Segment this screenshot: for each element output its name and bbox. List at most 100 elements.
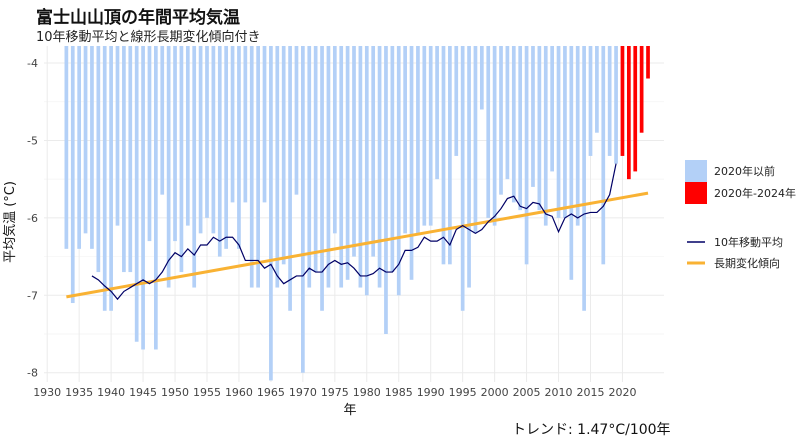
bar-before-2020 bbox=[422, 46, 427, 226]
bar-before-2020 bbox=[575, 46, 580, 226]
bar-before-2020 bbox=[211, 46, 216, 234]
bar-before-2020 bbox=[179, 46, 184, 273]
bar-before-2020 bbox=[275, 46, 280, 288]
bar-before-2020 bbox=[64, 46, 69, 249]
bar-before-2020 bbox=[141, 46, 145, 350]
moving-average-line bbox=[91, 163, 617, 301]
x-tick-label: 1935 bbox=[65, 386, 93, 399]
bar-before-2020 bbox=[563, 46, 567, 218]
bar-before-2020 bbox=[326, 46, 331, 288]
bar-before-2020 bbox=[249, 46, 254, 288]
bar-before-2020 bbox=[390, 46, 395, 273]
bar-before-2020 bbox=[486, 46, 491, 218]
bar-before-2020 bbox=[154, 46, 158, 350]
bar-before-2020 bbox=[537, 46, 542, 211]
bar-before-2020 bbox=[524, 46, 529, 265]
bar-before-2020 bbox=[505, 46, 510, 180]
bar-before-2020 bbox=[460, 46, 465, 311]
bar-before-2020 bbox=[543, 46, 548, 226]
bar-before-2020 bbox=[358, 46, 363, 288]
legend-label-moving-average: 10年移動平均 bbox=[714, 235, 783, 249]
bar-before-2020 bbox=[403, 46, 407, 234]
bar-before-2020 bbox=[96, 46, 101, 273]
bar-before-2020 bbox=[237, 46, 241, 249]
bar-before-2020 bbox=[320, 46, 324, 311]
bar-before-2020 bbox=[556, 46, 561, 218]
legend-label-trend: 長期変化傾向 bbox=[714, 256, 780, 270]
bar-before-2020 bbox=[224, 46, 229, 249]
bar-before-2020 bbox=[102, 46, 107, 311]
bar-before-2020 bbox=[595, 46, 599, 133]
x-tick-label: 1990 bbox=[417, 386, 445, 399]
x-axis-ticks: 1930 1935 1940 1945 1950 1955 1960 1965 1970 1975… bbox=[33, 386, 636, 399]
bar-before-2020 bbox=[301, 46, 305, 373]
bar-before-2020 bbox=[77, 46, 82, 249]
bar-before-2020 bbox=[569, 46, 574, 280]
bar-before-2020 bbox=[377, 46, 382, 288]
bar-before-2020 bbox=[409, 46, 414, 280]
bar-before-2020 bbox=[473, 46, 478, 234]
bar-before-2020 bbox=[134, 46, 139, 342]
bar-before-2020 bbox=[205, 46, 209, 218]
bar-before-2020 bbox=[217, 46, 222, 257]
x-tick-label: 1985 bbox=[385, 386, 413, 399]
bar-before-2020 bbox=[128, 46, 133, 273]
bar-before-2020 bbox=[122, 46, 126, 273]
bar-before-2020 bbox=[307, 46, 312, 288]
bar-before-2020 bbox=[173, 46, 177, 242]
bar-before-2020 bbox=[109, 46, 113, 311]
bar-before-2020 bbox=[479, 46, 484, 110]
bar-before-2020 bbox=[192, 46, 197, 288]
y-tick-label: -7 bbox=[27, 289, 38, 302]
bar-before-2020 bbox=[160, 46, 165, 195]
bar-2020-2024 bbox=[626, 46, 631, 180]
x-tick-label: 1960 bbox=[225, 386, 253, 399]
bar-before-2020 bbox=[243, 46, 248, 203]
x-axis-label: 年 bbox=[343, 403, 356, 418]
y-tick-label: -8 bbox=[27, 367, 38, 380]
bar-before-2020 bbox=[90, 46, 94, 249]
bar-2020-2024 bbox=[633, 46, 638, 172]
bar-2020-2024 bbox=[646, 46, 650, 79]
x-tick-label: 1965 bbox=[257, 386, 285, 399]
bar-before-2020 bbox=[352, 46, 356, 257]
bar-before-2020 bbox=[614, 46, 618, 164]
x-tick-label: 1955 bbox=[193, 386, 221, 399]
trend-caption: トレンド: 1.47°C/100年 bbox=[512, 422, 671, 438]
x-tick-label: 2010 bbox=[545, 386, 573, 399]
x-tick-label: 2005 bbox=[513, 386, 541, 399]
x-tick-label: 1950 bbox=[161, 386, 189, 399]
trend-line bbox=[66, 191, 649, 299]
chart-subtitle: 10年移動平均と線形長期変化傾向付き bbox=[36, 30, 261, 45]
bar-before-2020 bbox=[607, 46, 612, 156]
x-tick-label: 1975 bbox=[321, 386, 349, 399]
bar-before-2020 bbox=[396, 46, 401, 296]
bar-before-2020 bbox=[588, 46, 593, 156]
bar-before-2020 bbox=[83, 46, 88, 234]
x-tick-label: 1940 bbox=[97, 386, 125, 399]
x-tick-label: 2020 bbox=[608, 386, 636, 399]
bar-2020-2024 bbox=[620, 46, 625, 156]
x-tick-label: 1995 bbox=[449, 386, 477, 399]
bar-before-2020 bbox=[441, 46, 446, 265]
bar-before-2020 bbox=[332, 46, 337, 234]
trend-line-group bbox=[66, 191, 649, 299]
bar-before-2020 bbox=[448, 46, 452, 265]
legend-label-before: 2020年以前 bbox=[714, 164, 775, 178]
chart-title: 富士山山頂の年間平均気温 bbox=[36, 8, 240, 28]
bar-before-2020 bbox=[313, 46, 318, 273]
legend-label-recent: 2020年-2024年 bbox=[714, 186, 796, 200]
x-tick-label: 1980 bbox=[353, 386, 381, 399]
bar-before-2020 bbox=[294, 46, 299, 195]
y-tick-label: -4 bbox=[27, 57, 38, 70]
bar-before-2020 bbox=[371, 46, 376, 257]
y-axis-ticks: -8 -7 -6 -5 -4 bbox=[27, 57, 38, 380]
bar-before-2020 bbox=[384, 46, 388, 334]
bar-before-2020 bbox=[345, 46, 350, 280]
bar-before-2020 bbox=[499, 46, 503, 195]
bar-before-2020 bbox=[492, 46, 497, 226]
bar-before-2020 bbox=[454, 46, 459, 156]
bar-before-2020 bbox=[467, 46, 471, 288]
x-tick-label: 1930 bbox=[33, 386, 61, 399]
